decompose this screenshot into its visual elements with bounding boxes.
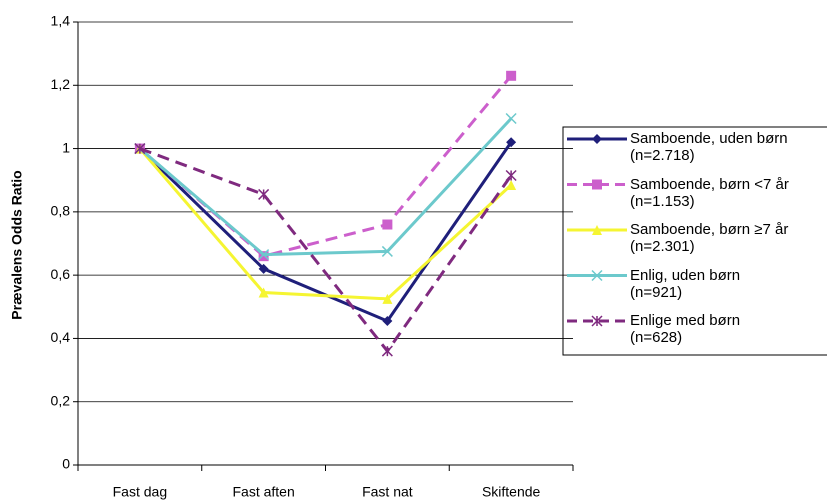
y-tick-label: 1,2: [51, 76, 71, 92]
marker: [258, 188, 270, 200]
y-tick-label: 0,6: [51, 266, 71, 282]
legend-label: Enlige med børn (n=628): [630, 312, 741, 346]
y-tick-label: 0,8: [51, 203, 71, 219]
legend-box: [562, 126, 827, 356]
marker: [382, 219, 393, 230]
marker: [506, 179, 517, 190]
series-line: [138, 117, 513, 257]
marker: [592, 134, 602, 144]
marker: [134, 143, 146, 155]
marker: [591, 269, 603, 282]
marker: [258, 287, 269, 298]
y-tick-label: 0,2: [51, 392, 71, 408]
series-line: [139, 147, 513, 354]
marker: [381, 345, 393, 357]
y-tick-label: 1,4: [51, 13, 71, 29]
x-tick-label: Fast aften: [232, 484, 294, 500]
legend-label: Enlig, uden børn (n=921): [630, 266, 741, 301]
x-tick-label: Fast dag: [113, 484, 167, 500]
marker: [506, 70, 517, 81]
marker: [258, 251, 269, 262]
marker: [382, 293, 393, 304]
marker: [506, 137, 517, 148]
y-tick-label: 1: [62, 139, 70, 155]
series-line: [138, 147, 513, 301]
y-tick-label: 0,4: [51, 329, 71, 345]
marker: [381, 245, 393, 257]
x-tick-label: Skiftende: [482, 484, 541, 500]
marker: [258, 249, 270, 261]
marker: [505, 169, 517, 181]
legend-label: Samboende, uden børn (n=2.718): [630, 130, 788, 164]
marker: [258, 263, 269, 274]
marker: [382, 316, 393, 327]
legend-label: Samboende, børn ≥7 år (n=2.301): [630, 221, 789, 255]
marker: [592, 225, 602, 235]
x-tick-label: Fast nat: [362, 484, 413, 500]
y-axis-title: Prævalens Odds Ratio: [9, 170, 25, 319]
marker: [592, 179, 602, 190]
series-line: [138, 74, 513, 258]
legend-label: Samboende, børn <7 år (n=1.153): [630, 175, 789, 210]
y-tick-label: 0: [62, 456, 70, 472]
marker: [591, 315, 603, 327]
marker: [505, 112, 517, 125]
